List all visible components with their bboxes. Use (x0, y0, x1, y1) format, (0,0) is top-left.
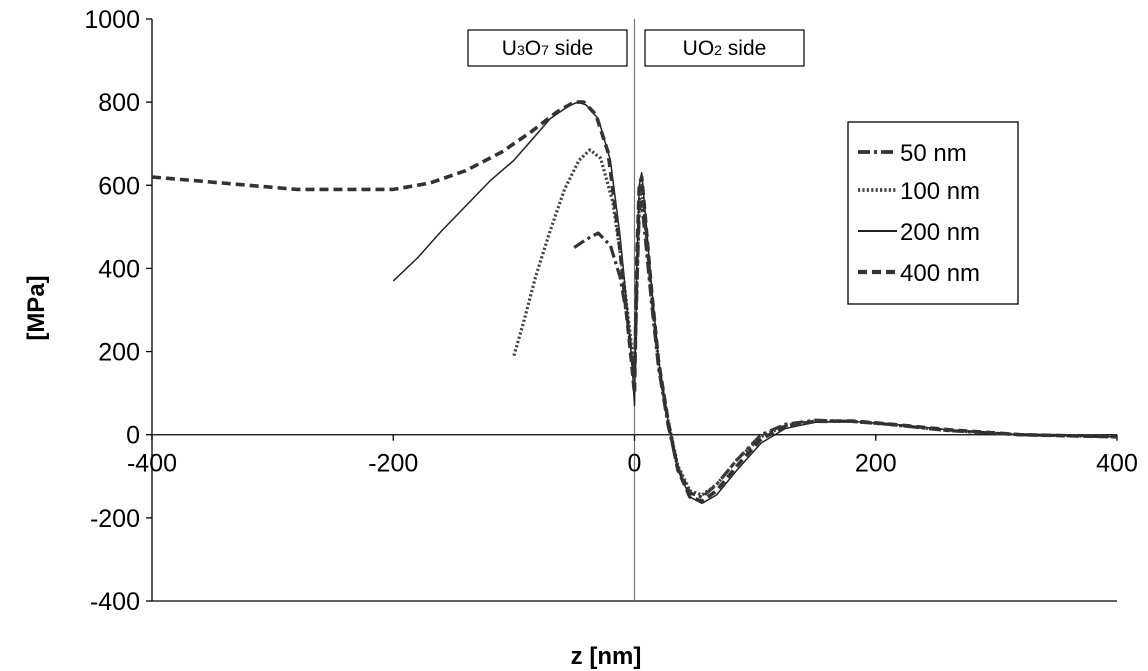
legend-label: 50 nm (900, 140, 967, 167)
series-layer (151, 100, 1118, 505)
tick-labels: 1000 800 600 400 200 0 -200 -400 -400 -200 0 200 400 (84, 6, 1137, 616)
side-label-text: UO2 side (683, 37, 767, 60)
x-axis-label: z [nm] (571, 643, 642, 670)
y-tick-label: -200 (90, 505, 140, 533)
y-tick-label: 400 (98, 255, 140, 283)
series-line-50-nm (573, 200, 1118, 499)
y-tick-label: -400 (90, 588, 140, 616)
series-line-200-nm (392, 101, 1118, 505)
side-annotations: U3O7 side UO2 side (467, 29, 805, 67)
legend: 50 nm 100 nm 200 nm 400 nm (847, 121, 1019, 305)
x-tick-label: -400 (127, 450, 177, 478)
y-tick-label: 600 (98, 172, 140, 200)
series-line-100-nm (512, 148, 1118, 497)
axes (146, 18, 1118, 602)
side-label-box (467, 29, 628, 67)
y-tick-label: 200 (98, 339, 140, 367)
x-tick-label: 0 (628, 450, 642, 478)
y-tick-label: 1000 (84, 6, 140, 34)
side-label-box (644, 29, 805, 67)
x-tick-label: 200 (855, 450, 897, 478)
legend-label: 200 nm (900, 219, 980, 246)
legend-label: 400 nm (900, 260, 980, 287)
y-axis-label: [MPa] (23, 275, 50, 340)
y-tick-label: 800 (98, 89, 140, 117)
x-tick-label: -200 (368, 450, 418, 478)
legend-label: 100 nm (900, 178, 980, 205)
y-tick-label: 0 (126, 422, 140, 450)
x-tick-label: 400 (1096, 450, 1138, 478)
side-label-text: U3O7 side (502, 37, 593, 60)
